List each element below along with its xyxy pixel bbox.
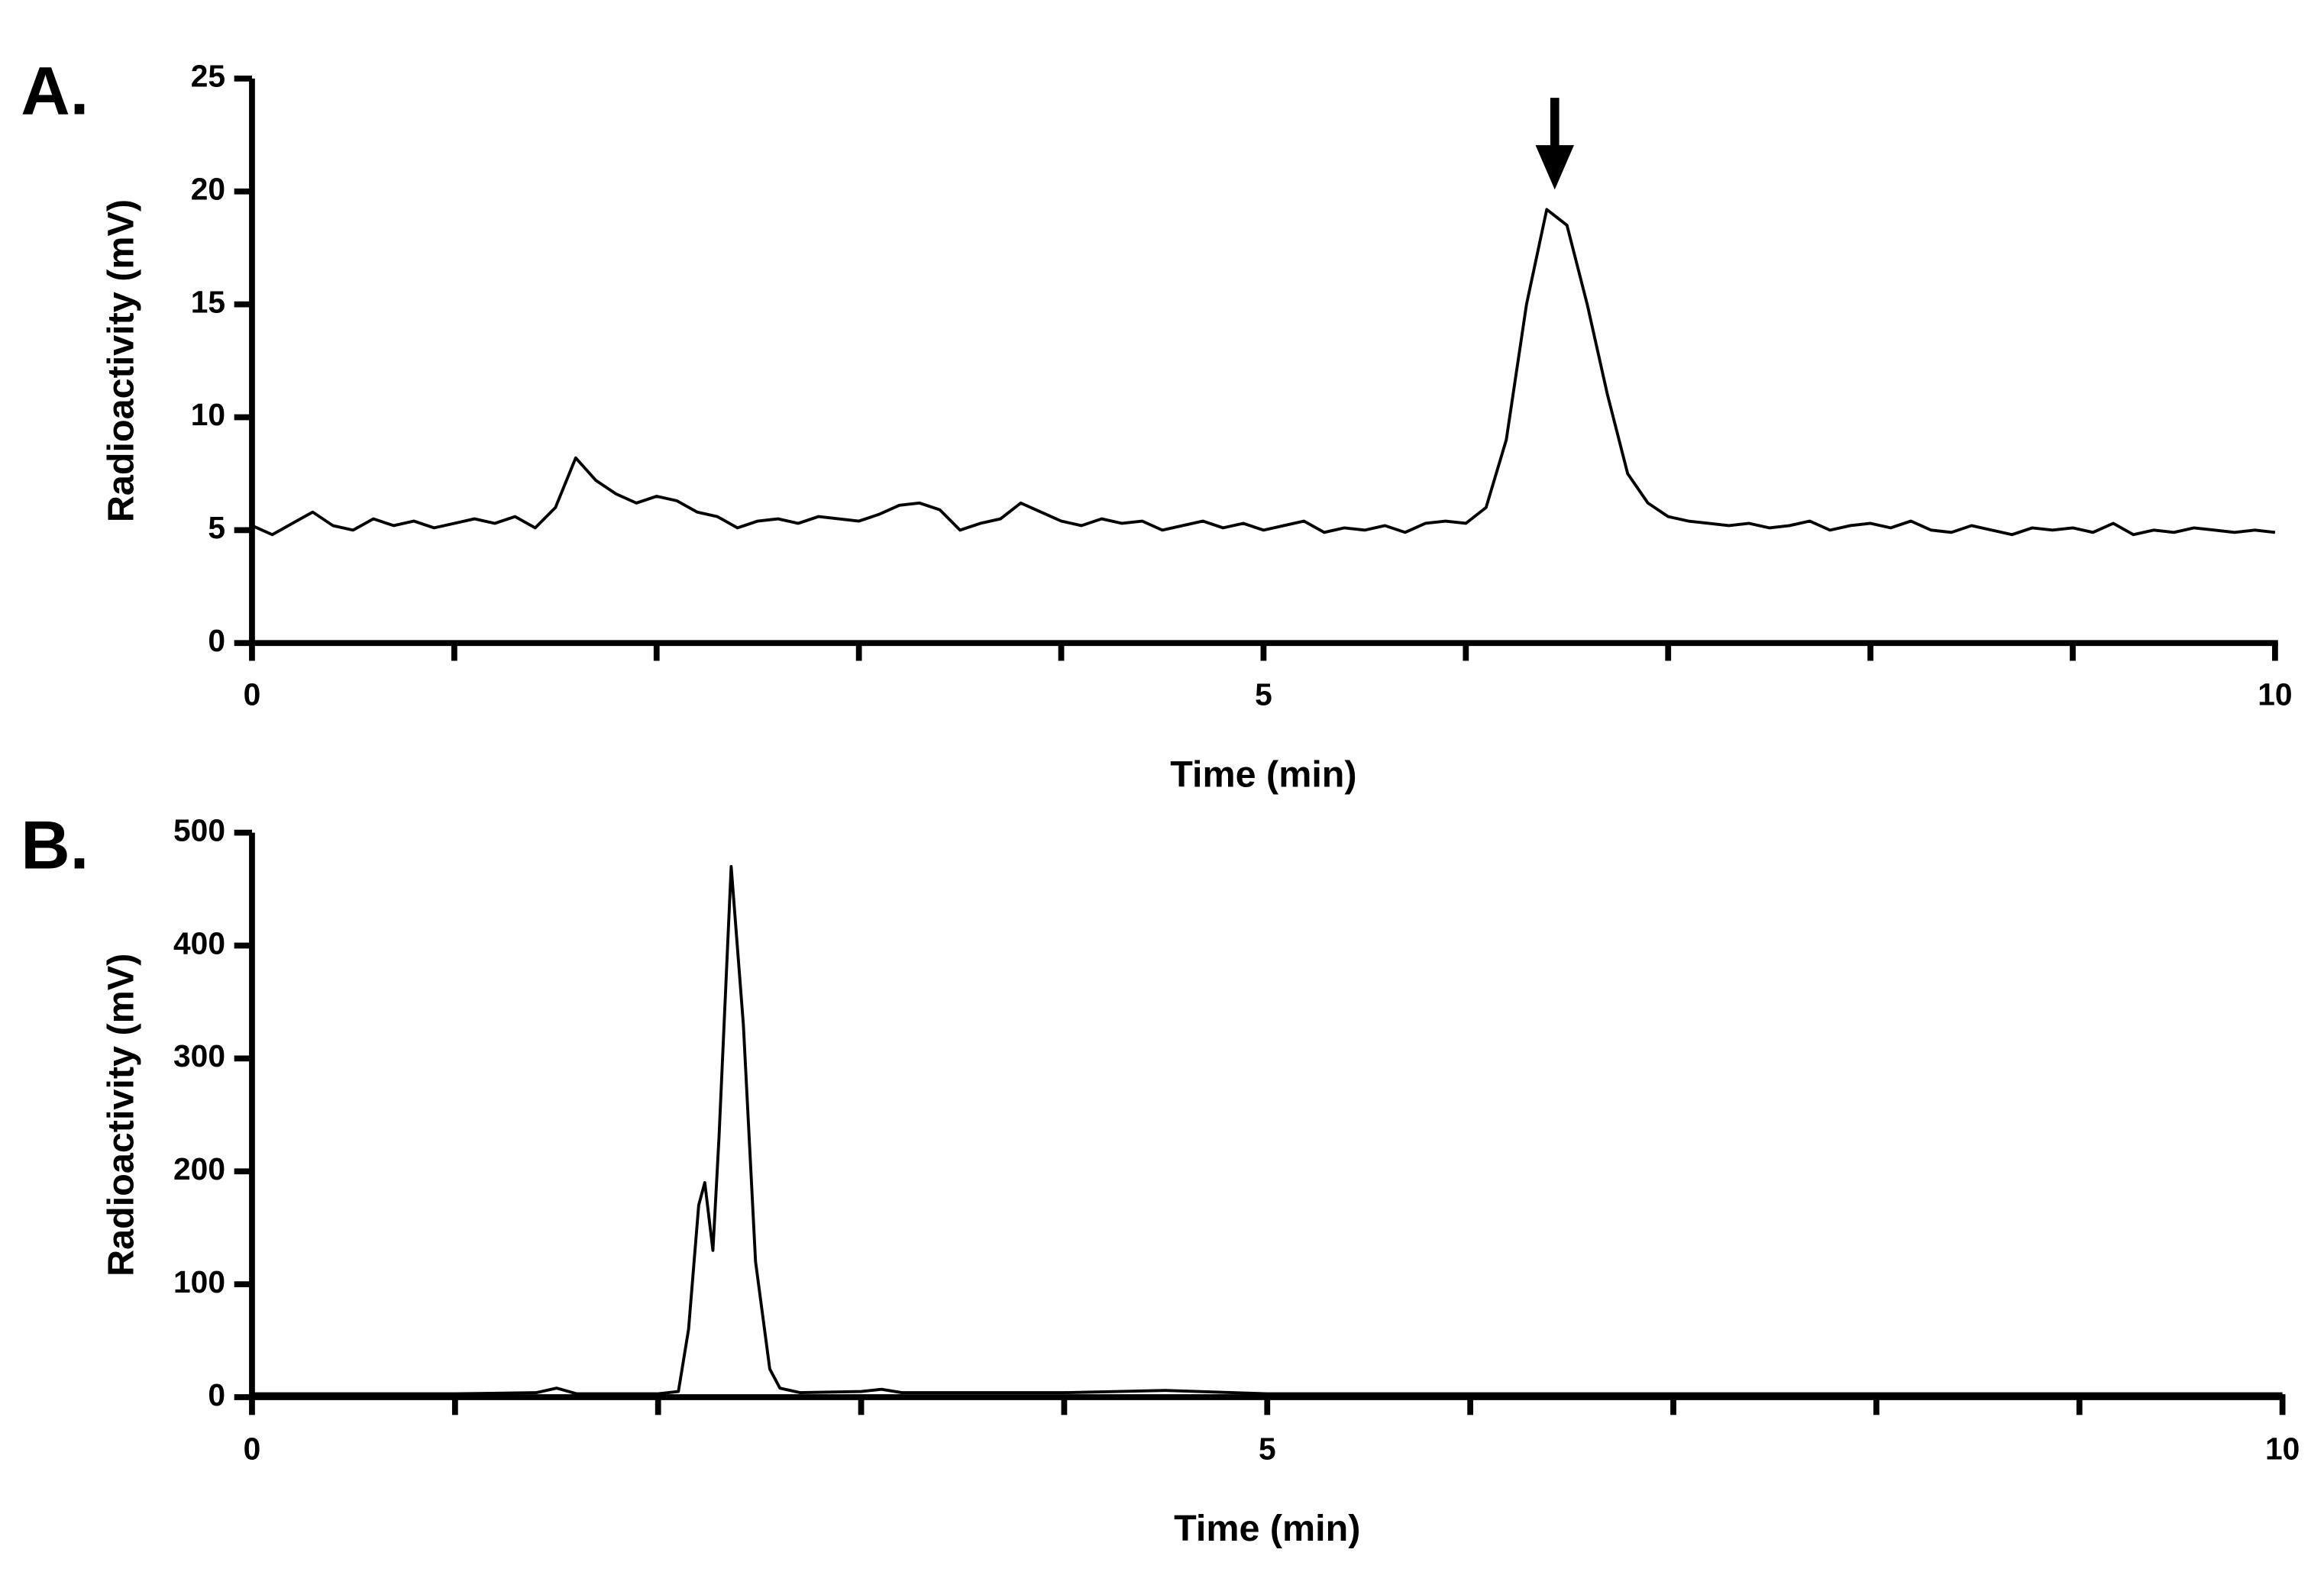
x-tick-label: 10 (2265, 1432, 2300, 1467)
data-line (251, 865, 2283, 1396)
x-tick-label: 0 (244, 677, 261, 712)
y-axis-title: Radioactivity (mV) (101, 954, 142, 1277)
y-tick-label: 400 (173, 925, 225, 960)
y-tick-label: 500 (173, 812, 225, 847)
y-tick-label: 0 (208, 1377, 225, 1412)
panel-label: B. (21, 806, 89, 883)
peak-arrow (1535, 98, 1574, 190)
x-tick-label: 10 (2258, 677, 2292, 712)
y-axis-title: Radioactivity (mV) (101, 199, 142, 522)
y-tick-label: 0 (208, 623, 225, 658)
x-tick-label: 5 (1259, 1432, 1276, 1467)
arrow-head (1535, 145, 1574, 190)
y-tick-label: 5 (208, 510, 225, 545)
y-tick-label: 10 (191, 397, 225, 432)
y-tick-label: 100 (173, 1264, 225, 1299)
x-tick-label: 5 (1255, 677, 1272, 712)
x-axis-title: Time (min) (1170, 754, 1356, 795)
data-line (251, 208, 2276, 537)
y-tick-label: 300 (173, 1038, 225, 1073)
y-tick-label: 15 (191, 284, 225, 319)
y-tick-label: 20 (191, 171, 225, 206)
y-tick-label: 200 (173, 1151, 225, 1186)
panel-label: A. (21, 53, 89, 129)
x-tick-label: 0 (244, 1432, 261, 1467)
x-axis-title: Time (min) (1174, 1508, 1360, 1549)
y-tick-label: 25 (191, 59, 225, 94)
